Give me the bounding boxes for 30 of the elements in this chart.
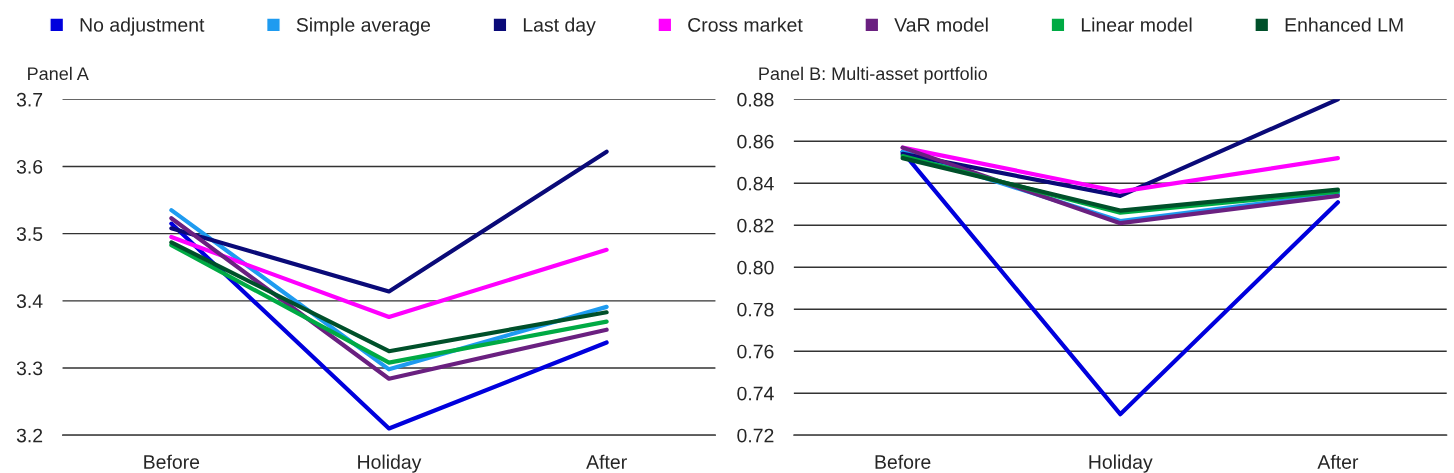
legend-label: Simple average: [296, 17, 431, 36]
y-tick-label: 0.74: [737, 386, 774, 401]
y-tick-label: 0.88: [737, 92, 774, 107]
x-tick-label: Holiday: [1089, 454, 1153, 473]
y-tick-label: 3.7: [16, 92, 43, 107]
chart-title: Panel A: [28, 66, 89, 81]
y-tick-label: 0.76: [737, 344, 774, 359]
legend-label: Linear model: [1081, 17, 1192, 32]
y-tick-label: 0.86: [737, 134, 774, 149]
y-tick-label: 0.82: [737, 218, 774, 233]
x-tick-label: Holiday: [358, 454, 422, 473]
legend-label: VaR model: [894, 17, 988, 32]
y-tick-label: 3.4: [16, 294, 43, 309]
x-tick-label: Before: [875, 454, 931, 469]
y-tick-label: 3.2: [16, 428, 43, 443]
x-tick-label: Before: [144, 454, 200, 469]
chart-title: Panel B: Multi-asset portfolio: [759, 66, 987, 84]
legend-label: Last day: [523, 17, 596, 36]
x-tick-label: After: [586, 454, 627, 469]
y-tick-label: 3.6: [16, 159, 43, 174]
x-tick-label: After: [1317, 454, 1359, 469]
legend-label: No adjustment: [80, 17, 205, 36]
legend-label: Cross market: [688, 17, 803, 32]
y-tick-label: 0.78: [737, 302, 774, 317]
y-tick-label: 0.80: [737, 260, 774, 275]
legend-label: Enhanced LM: [1285, 17, 1403, 32]
y-tick-label: 3.5: [16, 227, 43, 241]
y-tick-label: 0.84: [737, 176, 774, 191]
y-tick-label: 0.72: [737, 428, 774, 443]
y-tick-label: 3.3: [16, 361, 43, 376]
